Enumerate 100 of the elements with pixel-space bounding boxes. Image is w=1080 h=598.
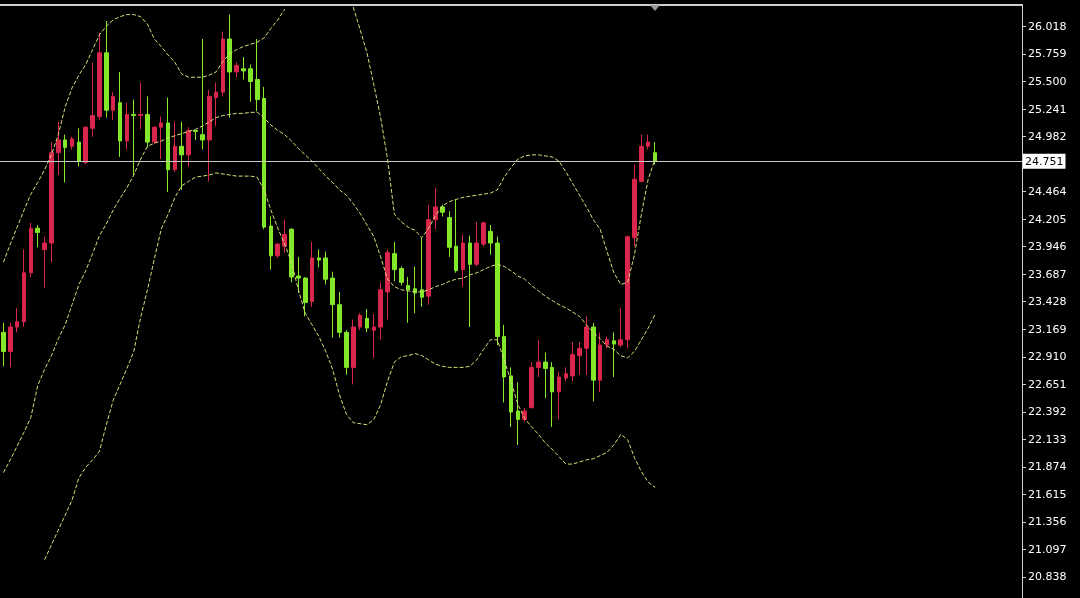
candlestick <box>214 82 218 127</box>
y-tick-label: 26.018 <box>1028 19 1067 33</box>
candlestick <box>598 331 602 393</box>
candlestick <box>406 276 410 324</box>
candlestick <box>8 322 13 368</box>
candlestick <box>186 126 191 168</box>
candlestick <box>56 121 61 176</box>
candlestick <box>509 366 513 428</box>
candlestick <box>159 116 163 160</box>
y-tick-label: 25.759 <box>1028 47 1067 61</box>
candlestick <box>543 352 548 399</box>
candlestick <box>173 121 177 173</box>
candlestick <box>399 265 404 287</box>
candlestick <box>570 341 575 382</box>
y-tick-label: 21.615 <box>1028 487 1067 501</box>
candlestick <box>77 127 81 168</box>
candlestick <box>646 134 650 151</box>
candlestick <box>303 276 308 317</box>
candlestick <box>378 281 383 341</box>
candlestick <box>639 134 644 183</box>
candlestick <box>461 234 465 288</box>
candlestick <box>495 236 500 346</box>
candlestick <box>653 141 657 165</box>
candlestick <box>385 248 390 321</box>
candlestick <box>70 136 74 151</box>
candlestick <box>90 61 95 138</box>
candlestick <box>63 134 67 183</box>
y-tick-label: 23.428 <box>1028 295 1067 309</box>
candlestick <box>35 224 40 248</box>
candlestick <box>111 91 115 121</box>
y-tick-label: 21.097 <box>1028 542 1067 556</box>
candlestick <box>248 64 253 103</box>
y-tick-label: 22.392 <box>1028 405 1067 419</box>
candlestick <box>481 221 486 247</box>
candlestick <box>193 129 198 141</box>
candlestick <box>152 125 157 145</box>
candlestick <box>605 336 609 349</box>
candlestick <box>413 265 417 314</box>
candlestick <box>584 315 589 376</box>
candlestick <box>131 99 136 176</box>
candlestick <box>241 56 246 80</box>
candlestick <box>365 308 369 333</box>
candlestick <box>282 219 287 254</box>
y-tick-label: 23.687 <box>1028 267 1067 281</box>
candlestick <box>358 312 362 331</box>
candlestick <box>392 241 397 282</box>
candlestick <box>125 102 129 151</box>
candlestick <box>557 371 561 420</box>
candlestick <box>49 141 54 263</box>
candlestick <box>330 271 335 339</box>
y-tick-label: 25.500 <box>1028 75 1067 89</box>
y-tick-label: 21.356 <box>1028 515 1067 529</box>
candlestick <box>447 210 452 258</box>
y-tick-label: 23.169 <box>1028 322 1067 336</box>
candlestick <box>1 322 6 367</box>
y-tick-label: 20.838 <box>1028 570 1067 584</box>
candlestick <box>502 324 506 403</box>
candlestick <box>234 61 239 78</box>
candlestick <box>577 341 582 376</box>
candlestick <box>166 96 170 193</box>
y-tick-label: 25.241 <box>1028 102 1067 116</box>
candlestick <box>262 86 266 230</box>
candlestick <box>145 95 150 148</box>
candlestick <box>323 251 328 285</box>
y-tick-label: 24.205 <box>1028 212 1067 226</box>
candlestick <box>625 235 630 349</box>
candlestick <box>42 236 47 289</box>
candlestick <box>426 204 431 306</box>
candlestick <box>468 235 472 328</box>
candlestick <box>433 187 438 230</box>
candlestick <box>440 204 445 217</box>
candlestick <box>564 366 568 382</box>
candlestick <box>591 322 596 402</box>
candlestick <box>138 82 143 130</box>
candlestick <box>372 313 376 359</box>
candlestick <box>344 329 349 376</box>
candlestick <box>221 31 225 97</box>
line-series <box>2 111 656 474</box>
y-tick-label: 24.982 <box>1028 130 1067 144</box>
line-series <box>44 172 656 561</box>
candlestick <box>118 71 122 158</box>
candlestick <box>632 163 637 247</box>
candlestick <box>317 248 321 268</box>
candlestick <box>454 198 458 274</box>
y-tick-label: 22.910 <box>1028 350 1067 364</box>
candlestick <box>179 121 184 191</box>
y-tick-label: 22.651 <box>1028 377 1067 391</box>
candlestick <box>29 222 33 278</box>
candlestick <box>275 242 280 259</box>
ref-line-label: 24.751 <box>1025 154 1064 168</box>
candlestick <box>310 241 314 308</box>
candlestick <box>337 291 342 339</box>
candlestick <box>200 38 205 151</box>
candlestick <box>22 248 26 328</box>
candlestick <box>269 215 273 271</box>
candlestick <box>618 307 623 348</box>
y-tick-label: 21.874 <box>1028 460 1067 474</box>
candlestick <box>104 20 109 119</box>
candlestick <box>15 307 19 333</box>
candlestick <box>207 89 212 182</box>
